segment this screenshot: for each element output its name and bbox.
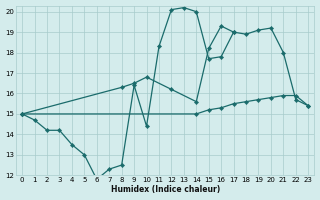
X-axis label: Humidex (Indice chaleur): Humidex (Indice chaleur) xyxy=(111,185,220,194)
